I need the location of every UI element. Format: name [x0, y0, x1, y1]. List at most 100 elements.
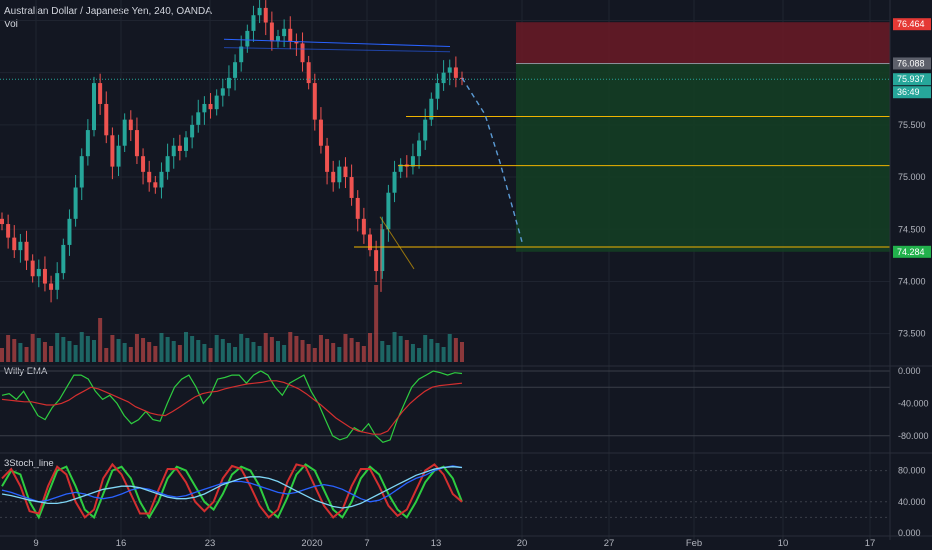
volume-bar [177, 345, 182, 362]
stoch-tick-label: 40.000 [898, 497, 926, 507]
candle-body [447, 67, 452, 73]
stoch-series-cyan [1, 466, 463, 509]
x-tick-label: Feb [686, 538, 702, 549]
target-price-label: 74.284 [897, 247, 925, 257]
stop-price-label-box [893, 18, 931, 31]
volume-bar [85, 336, 90, 362]
candle-body [325, 145, 330, 172]
candle-body [349, 177, 354, 198]
candle-body [61, 244, 66, 274]
candle-body [257, 7, 262, 16]
candle-body [417, 140, 422, 157]
volume-bar [12, 339, 17, 362]
candle-body [0, 218, 4, 225]
candle-body [30, 260, 35, 277]
candle-body [368, 234, 372, 251]
volume-bar [331, 343, 336, 362]
volume-bar [269, 337, 274, 362]
volume-bar [233, 347, 238, 362]
candle-body [184, 137, 188, 151]
volume-label: Vol [4, 19, 18, 30]
candle-body [110, 135, 115, 167]
willy-series-red [1, 380, 463, 435]
stoch-series-blue [1, 465, 463, 503]
price-tick-label: 73.500 [898, 329, 926, 339]
resistance-line [223, 47, 451, 53]
volume-bar [251, 342, 256, 362]
volume-bar [147, 342, 152, 362]
position-zones[interactable] [516, 22, 890, 252]
volume-bar [398, 336, 403, 362]
volume-bar [300, 340, 305, 362]
x-tick-label: 20 [517, 538, 528, 549]
candle-body [177, 145, 182, 151]
candle-body [55, 273, 60, 290]
volume-bar [67, 341, 72, 362]
candle-body [85, 130, 90, 157]
volume-bar [294, 336, 299, 362]
candle-body [276, 36, 280, 42]
stop-price-label: 76.464 [897, 19, 925, 29]
volume-bar [429, 339, 434, 362]
volume-bar [306, 344, 311, 362]
volume-bars [0, 285, 464, 362]
candle-body [435, 83, 440, 99]
candle-body [134, 130, 139, 157]
volume-bar [417, 348, 422, 362]
x-tick-label: 13 [431, 538, 442, 549]
candle-body [214, 95, 219, 110]
volume-bar [318, 335, 323, 362]
willy-tick-label: -80.000 [898, 431, 929, 441]
volume-bar [337, 347, 342, 362]
stop-loss-zone [516, 22, 890, 66]
volume-bar [24, 347, 29, 362]
candle-body [380, 229, 385, 272]
candle-body [202, 103, 207, 113]
axes: 73.500 74.000 74.500 75.000 75.500 0.000 -40.0… [33, 0, 929, 549]
candle-body [312, 83, 317, 120]
trend-line-short [379, 216, 415, 270]
candle-body [233, 62, 238, 78]
volume-bar [153, 346, 158, 362]
volume-bar [368, 333, 372, 362]
volume-bar [42, 342, 47, 362]
candle-body [12, 237, 17, 251]
candle-body [147, 171, 152, 183]
candle-body [49, 283, 54, 290]
volume-bar [49, 346, 54, 362]
entry-price-label: 76.088 [897, 58, 925, 68]
volume-bar [134, 334, 139, 362]
candle-body [36, 268, 41, 277]
volume-bar [435, 343, 440, 362]
volume-bar [226, 343, 231, 362]
candle-body [355, 197, 360, 219]
candle-body [361, 218, 366, 235]
volume-bar [190, 336, 195, 362]
volume-bar [220, 339, 225, 362]
x-tick-label: 16 [116, 538, 127, 549]
candle-body [251, 15, 256, 31]
horizontal-levels[interactable] [0, 38, 890, 270]
candle-body [429, 98, 434, 120]
volume-bar [257, 346, 262, 362]
take-profit-zone [516, 63, 890, 252]
willy-tick-label: -40.000 [898, 398, 929, 408]
candle-body [453, 67, 458, 78]
stoch-series-red [1, 462, 463, 519]
candle-body [331, 171, 336, 183]
volume-bar [159, 333, 164, 362]
candle-body [165, 156, 170, 172]
candle-body [141, 156, 146, 172]
volume-bar [104, 348, 109, 362]
volume-bar [380, 341, 385, 362]
volume-bar [0, 348, 4, 362]
x-tick-label: 27 [604, 538, 615, 549]
volume-bar [312, 348, 317, 362]
candle-body [104, 103, 109, 136]
volume-bar [374, 285, 379, 362]
volume-bar [98, 318, 103, 362]
candle-body [122, 119, 127, 146]
volume-bar [325, 339, 330, 362]
volume-bar [171, 341, 176, 362]
